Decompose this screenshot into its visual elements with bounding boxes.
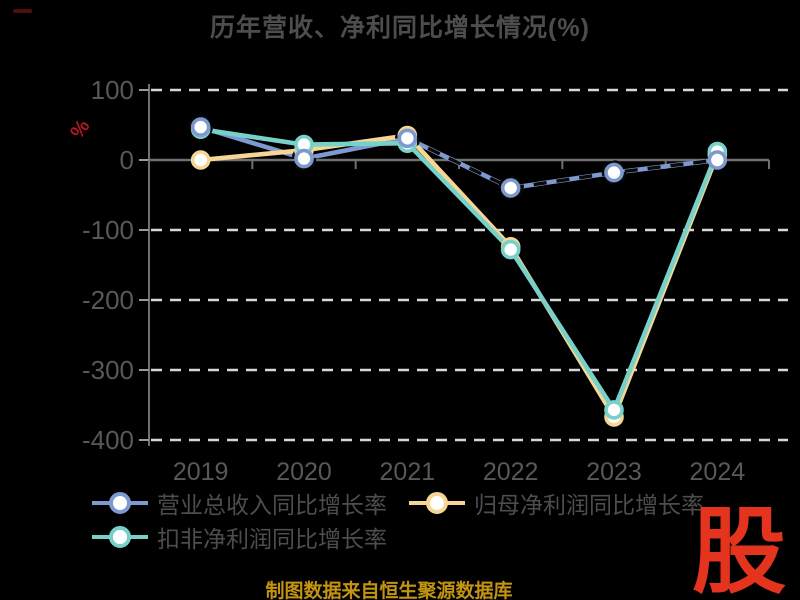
chart-title: 历年营收、净利同比增长情况(%) <box>210 14 590 42</box>
x-axis-tick-label: 2022 <box>483 458 539 486</box>
data-point-marker-series-0 <box>604 162 624 183</box>
chart-legend: 营业总收入同比增长率 归母净利润同比增长率扣非净利润同比增长率 <box>92 486 704 554</box>
data-point-marker-series-2 <box>604 400 624 420</box>
legend-row: 营业总收入同比增长率 归母净利润同比增长率 <box>92 486 704 520</box>
legend-item-series-2[interactable]: 扣非净利润同比增长率 <box>92 520 387 554</box>
x-axis-tick-label: 2023 <box>586 458 642 486</box>
series-line-1 <box>198 133 720 420</box>
series-line-2 <box>198 126 720 413</box>
y-axis-tick-label: 0 <box>120 145 134 175</box>
y-axis-tick-label: -200 <box>82 285 134 315</box>
data-point-marker-series-1 <box>190 150 211 170</box>
legend-row: 扣非净利润同比增长率 <box>92 520 704 554</box>
legend-label: 归母净利润同比增长率 <box>474 492 704 518</box>
y-axis-tick-label: 100 <box>91 75 134 105</box>
x-axis-tick-label: 2021 <box>380 458 436 486</box>
x-axis-tick-label: 2020 <box>276 458 332 486</box>
series-line-0 <box>198 124 720 191</box>
data-point-marker-series-0 <box>397 128 418 149</box>
legend-label: 扣非净利润同比增长率 <box>157 526 387 552</box>
y-axis-tick-label: -400 <box>82 425 134 455</box>
corner-dash-mark <box>13 9 32 13</box>
x-axis-tick-label: 2019 <box>173 458 229 486</box>
series-overlay-ring <box>498 175 523 201</box>
legend-item-series-1[interactable]: 归母净利润同比增长率 <box>409 486 704 520</box>
brand-logo: 股 <box>691 498 786 600</box>
data-point-marker-series-2 <box>500 239 521 260</box>
y-axis-tick-label: -300 <box>82 355 134 385</box>
legend-line-marker-icon <box>92 526 148 548</box>
series-overlay-dashes <box>406 136 718 190</box>
legend-label: 营业总收入同比增长率 <box>157 492 387 518</box>
x-axis-tick-label: 2024 <box>690 458 746 486</box>
data-point-marker-series-0 <box>190 117 211 137</box>
series-overlay-ring <box>601 160 627 185</box>
chart-source-note: 制图数据来自恒生聚源数据库 <box>265 581 513 600</box>
data-point-marker-series-0 <box>500 178 521 198</box>
y-axis-tick-label: -100 <box>82 215 134 245</box>
data-point-marker-series-0 <box>294 148 314 169</box>
legend-item-series-0[interactable]: 营业总收入同比增长率 <box>92 486 387 520</box>
legend-line-marker-icon <box>92 492 148 514</box>
legend-line-marker-icon <box>409 492 465 514</box>
data-point-marker-series-0 <box>707 150 728 170</box>
